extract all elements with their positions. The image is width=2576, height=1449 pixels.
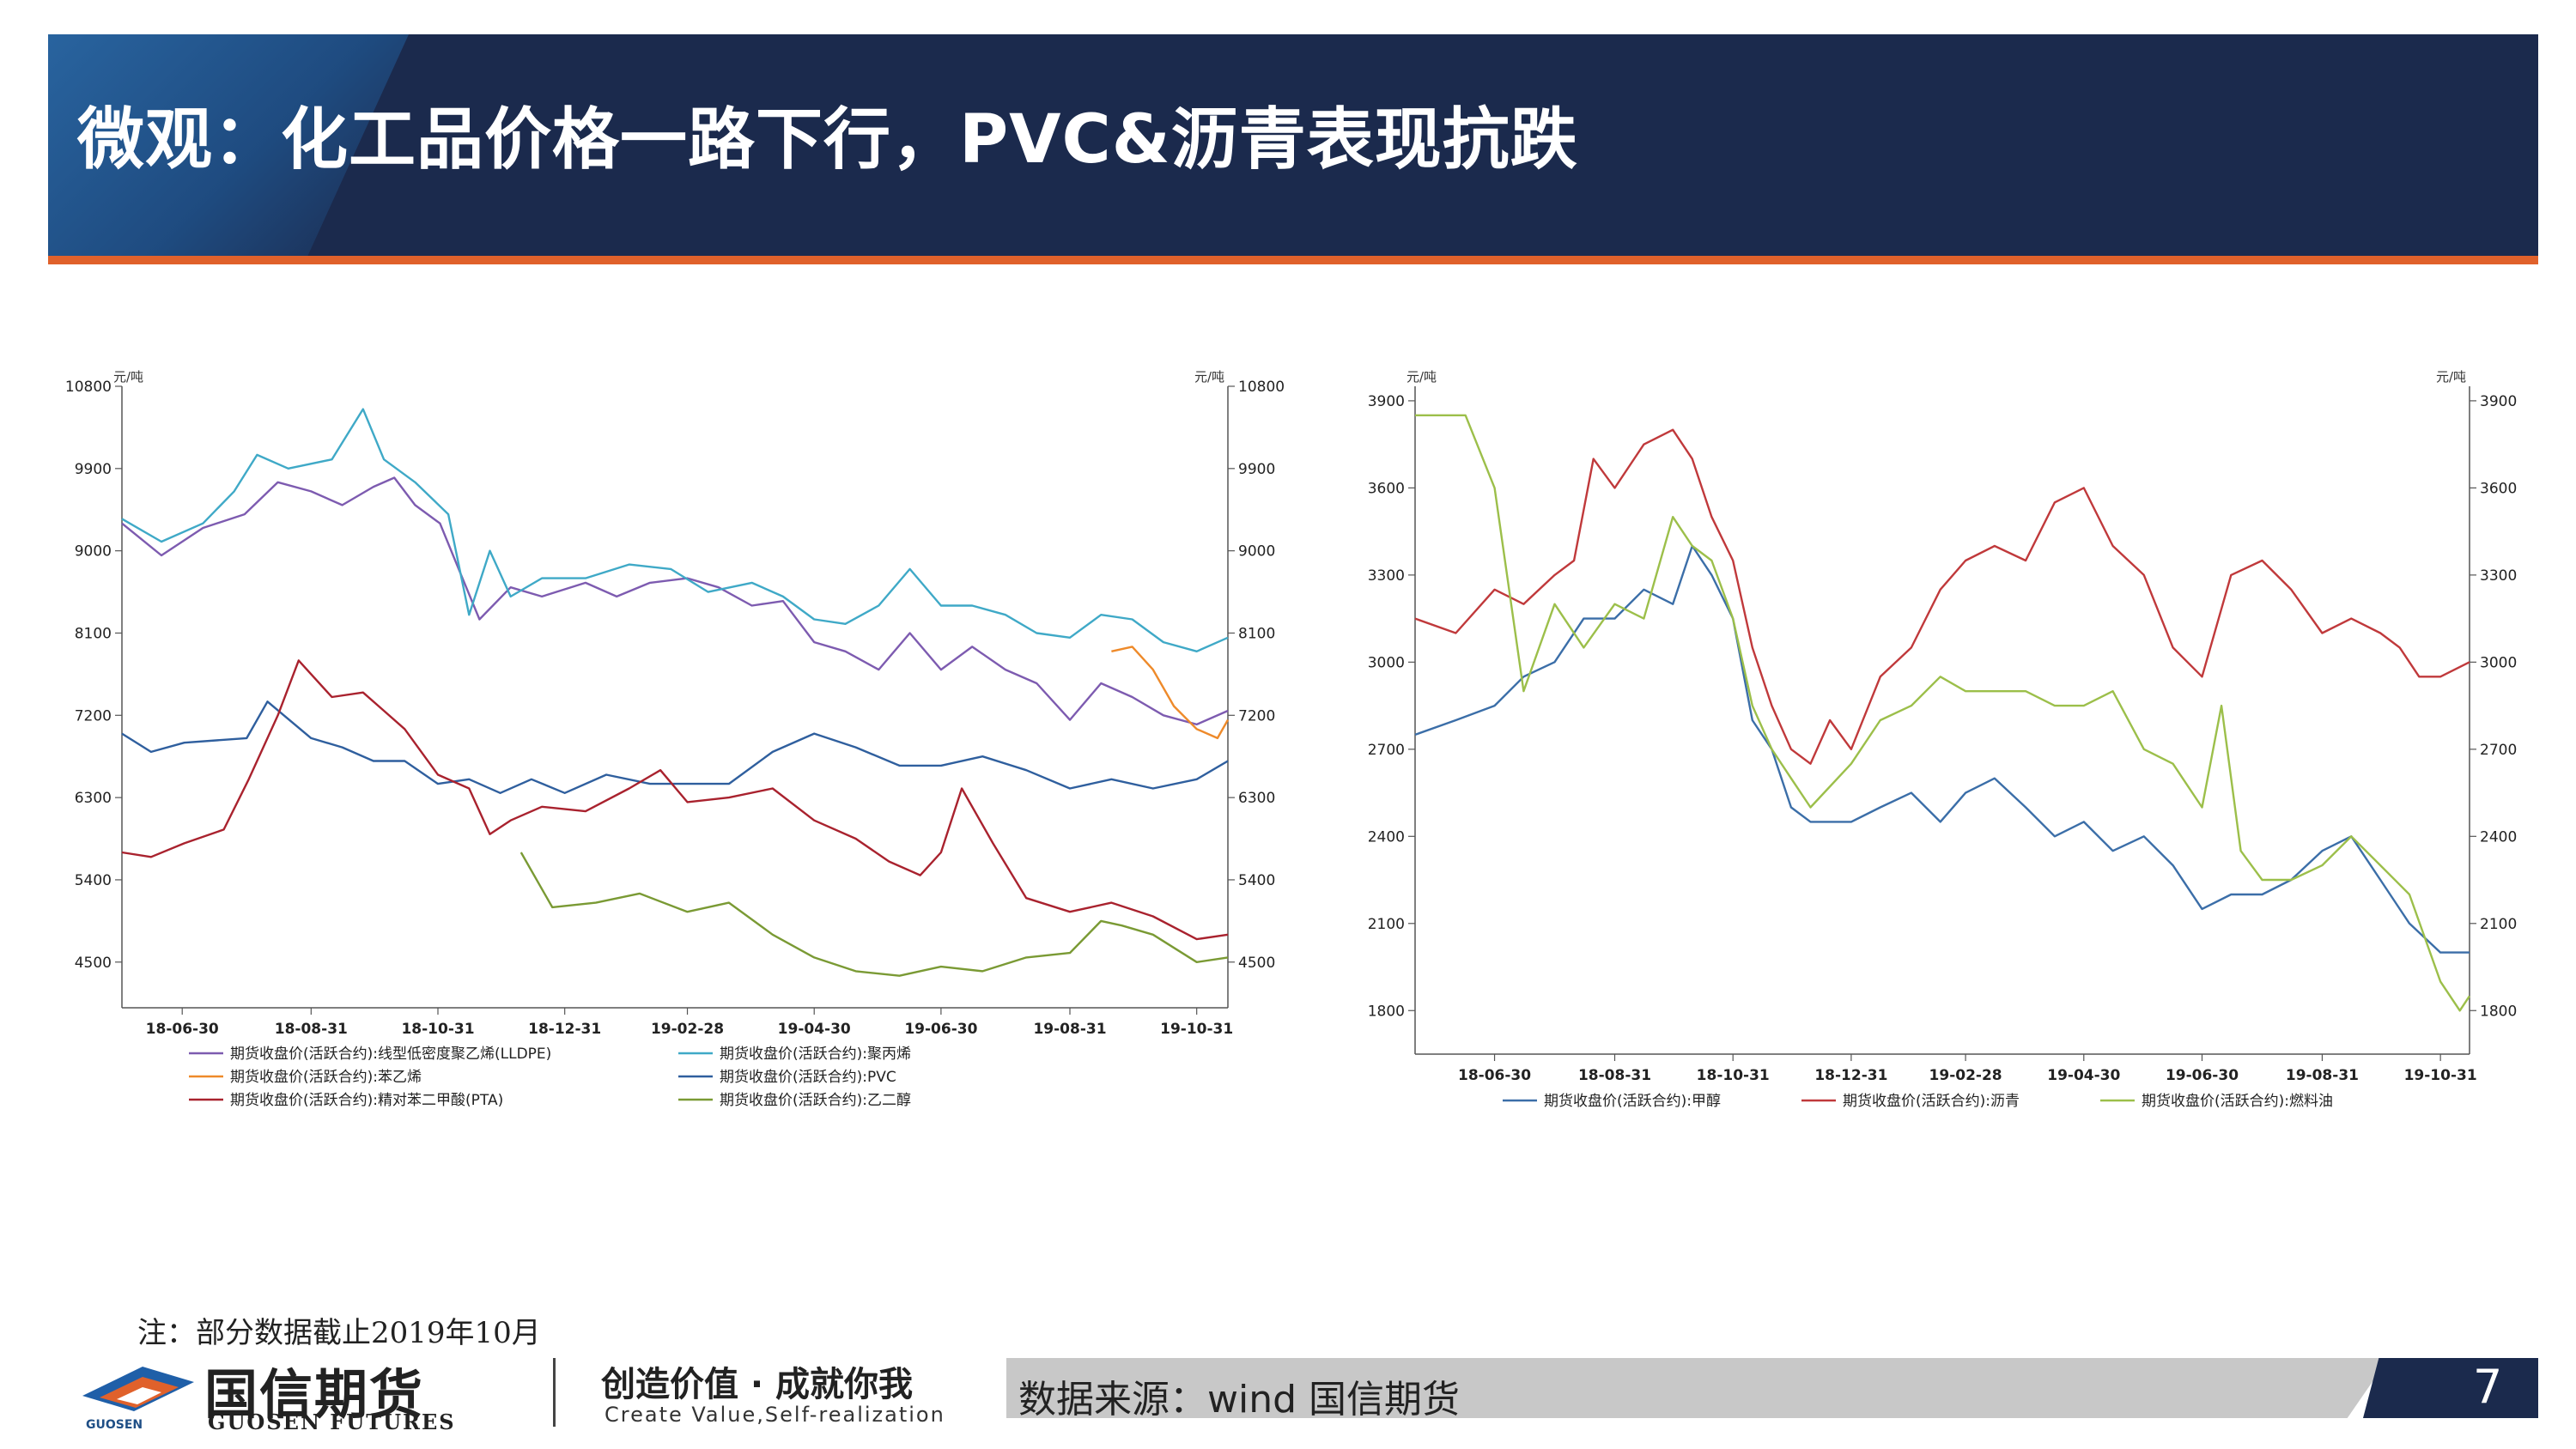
y-tick-label-left: 3600 <box>1368 480 1405 497</box>
legend-label-1: 期货收盘价(活跃合约):线型低密度聚乙烯(LLDPE) <box>230 1046 551 1063</box>
data-source: 数据来源：wind 国信期货 <box>1018 1378 1461 1422</box>
y-tick-label-left: 3900 <box>1368 393 1405 410</box>
y-tick-label-right: 9000 <box>1238 543 1275 561</box>
legend-label-3: 期货收盘价(活跃合约):苯乙烯 <box>230 1069 422 1086</box>
x-tick-label: 19-10-31 <box>1160 1021 1233 1038</box>
x-tick-label: 18-12-31 <box>1814 1067 1887 1084</box>
header-banner: 微观：化工品价格一路下行，PVC&沥青表现抗跌 <box>48 34 2538 256</box>
slogan-english: Create Value,Self-realization <box>605 1403 945 1427</box>
y-tick-label-left: 2100 <box>1368 916 1405 933</box>
methanol-bitumen-fueloil-chart: 元/吨 元/吨 1800 1800 2100 2100 2400 2400 2700 2700 30… <box>1368 369 2518 1110</box>
y-tick-label-left: 7200 <box>75 707 112 724</box>
y-tick-label-right: 2100 <box>2480 916 2517 933</box>
y-tick-label-right: 6300 <box>1238 790 1275 807</box>
y-tick-label-right: 1800 <box>2480 1003 2517 1020</box>
y-tick-label-right: 2400 <box>2480 828 2517 846</box>
y-tick-label-left: 10800 <box>65 379 112 396</box>
series-line-1 <box>1414 544 2470 954</box>
x-tick-label: 19-04-30 <box>2047 1067 2120 1084</box>
source-bar <box>1006 1358 2389 1418</box>
y-tick-label-left: 3300 <box>1368 567 1405 585</box>
series-line-3 <box>1111 646 1230 740</box>
header-underline <box>48 256 2538 264</box>
page-title: 微观：化工品价格一路下行，PVC&沥青表现抗跌 <box>77 101 1578 179</box>
x-tick-label: 19-08-31 <box>1033 1021 1106 1038</box>
y-tick-label-right: 2700 <box>2480 742 2517 759</box>
legend-label-2: 期货收盘价(活跃合约):聚丙烯 <box>720 1046 911 1063</box>
legend-label-2: 期货收盘价(活跃合约):沥青 <box>1843 1093 2020 1110</box>
y-tick-label-right: 3600 <box>2480 480 2517 497</box>
logo-abbreviation: GUOSEN <box>86 1418 143 1432</box>
y-unit-right: 元/吨 <box>2436 369 2466 385</box>
x-tick-label: 19-04-30 <box>778 1021 851 1038</box>
x-tick-label: 18-06-30 <box>1458 1067 1531 1084</box>
series-line-2 <box>121 408 1229 652</box>
x-tick-label: 18-08-31 <box>1578 1067 1651 1084</box>
x-tick-label: 18-08-31 <box>275 1021 348 1038</box>
y-tick-label-right: 9900 <box>1238 461 1275 478</box>
footnote: 注：部分数据截止2019年10月 <box>137 1316 541 1350</box>
y-tick-label-left: 5400 <box>75 872 112 889</box>
y-tick-label-left: 9900 <box>75 461 112 478</box>
series-line-6 <box>519 852 1229 977</box>
x-tick-label: 19-10-31 <box>2404 1067 2477 1084</box>
series-line-4 <box>121 700 1229 794</box>
slogan-chinese: 创造价值 · 成就你我 <box>601 1365 914 1404</box>
logo-chinese-name: 国信期货 <box>204 1363 425 1426</box>
x-tick-label: 19-06-30 <box>904 1021 977 1038</box>
legend-label-6: 期货收盘价(活跃合约):乙二醇 <box>720 1092 911 1109</box>
y-tick-label-left: 6300 <box>75 790 112 807</box>
y-tick-label-left: 2700 <box>1368 742 1405 759</box>
x-tick-label: 19-02-28 <box>1929 1067 2002 1084</box>
y-tick-label-left: 9000 <box>75 543 112 561</box>
y-tick-label-left: 8100 <box>75 625 112 642</box>
y-tick-label-right: 10800 <box>1238 379 1285 396</box>
page-number-box <box>2363 1358 2538 1418</box>
y-tick-label-right: 7200 <box>1238 707 1275 724</box>
y-unit-right: 元/吨 <box>1194 369 1224 385</box>
x-tick-label: 19-08-31 <box>2286 1067 2359 1084</box>
x-tick-label: 18-10-31 <box>401 1021 474 1038</box>
series-line-3 <box>1415 414 2470 1012</box>
y-unit-left: 元/吨 <box>1406 369 1437 385</box>
y-tick-label-right: 3300 <box>2480 567 2517 585</box>
y-unit-left: 元/吨 <box>113 369 143 385</box>
legend-label-5: 期货收盘价(活跃合约):精对苯二甲酸(PTA) <box>230 1092 503 1109</box>
series-line-1 <box>121 476 1229 726</box>
y-tick-label-left: 2400 <box>1368 828 1405 846</box>
page-number: 7 <box>2473 1360 2503 1414</box>
logo-english-name: GUOSEN FUTURES <box>208 1410 456 1434</box>
x-tick-label: 18-06-30 <box>146 1021 219 1038</box>
x-tick-label: 19-06-30 <box>2166 1067 2239 1084</box>
y-tick-label-right: 5400 <box>1238 872 1275 889</box>
company-logo: GUOSEN 国信期货 GUOSEN FUTURES 创造价值 · 成就你我 C… <box>82 1349 975 1435</box>
guosen-logo-mark-icon <box>82 1367 194 1411</box>
legend-label-1: 期货收盘价(活跃合约):甲醇 <box>1544 1093 1721 1110</box>
legend-label-4: 期货收盘价(活跃合约):PVC <box>720 1069 896 1086</box>
y-tick-label-right: 8100 <box>1238 625 1275 642</box>
x-tick-label: 18-10-31 <box>1697 1067 1770 1084</box>
legend-label-3: 期货收盘价(活跃合约):燃料油 <box>2142 1093 2333 1110</box>
y-tick-label-left: 4500 <box>75 955 112 972</box>
series-line-5 <box>121 659 1229 941</box>
x-tick-label: 18-12-31 <box>528 1021 601 1038</box>
chemical-prices-chart: 元/吨 元/吨 4500 4500 5400 5400 6300 6300 7200 7200 81… <box>65 369 1285 1109</box>
y-tick-label-right: 4500 <box>1238 955 1275 972</box>
y-tick-label-right: 3900 <box>2480 393 2517 410</box>
y-tick-label-right: 3000 <box>2480 654 2517 671</box>
logo-separator <box>553 1358 556 1427</box>
y-tick-label-left: 3000 <box>1368 654 1405 671</box>
x-tick-label: 19-02-28 <box>651 1021 724 1038</box>
y-tick-label-left: 1800 <box>1368 1003 1405 1020</box>
series-line-2 <box>1414 428 2470 765</box>
